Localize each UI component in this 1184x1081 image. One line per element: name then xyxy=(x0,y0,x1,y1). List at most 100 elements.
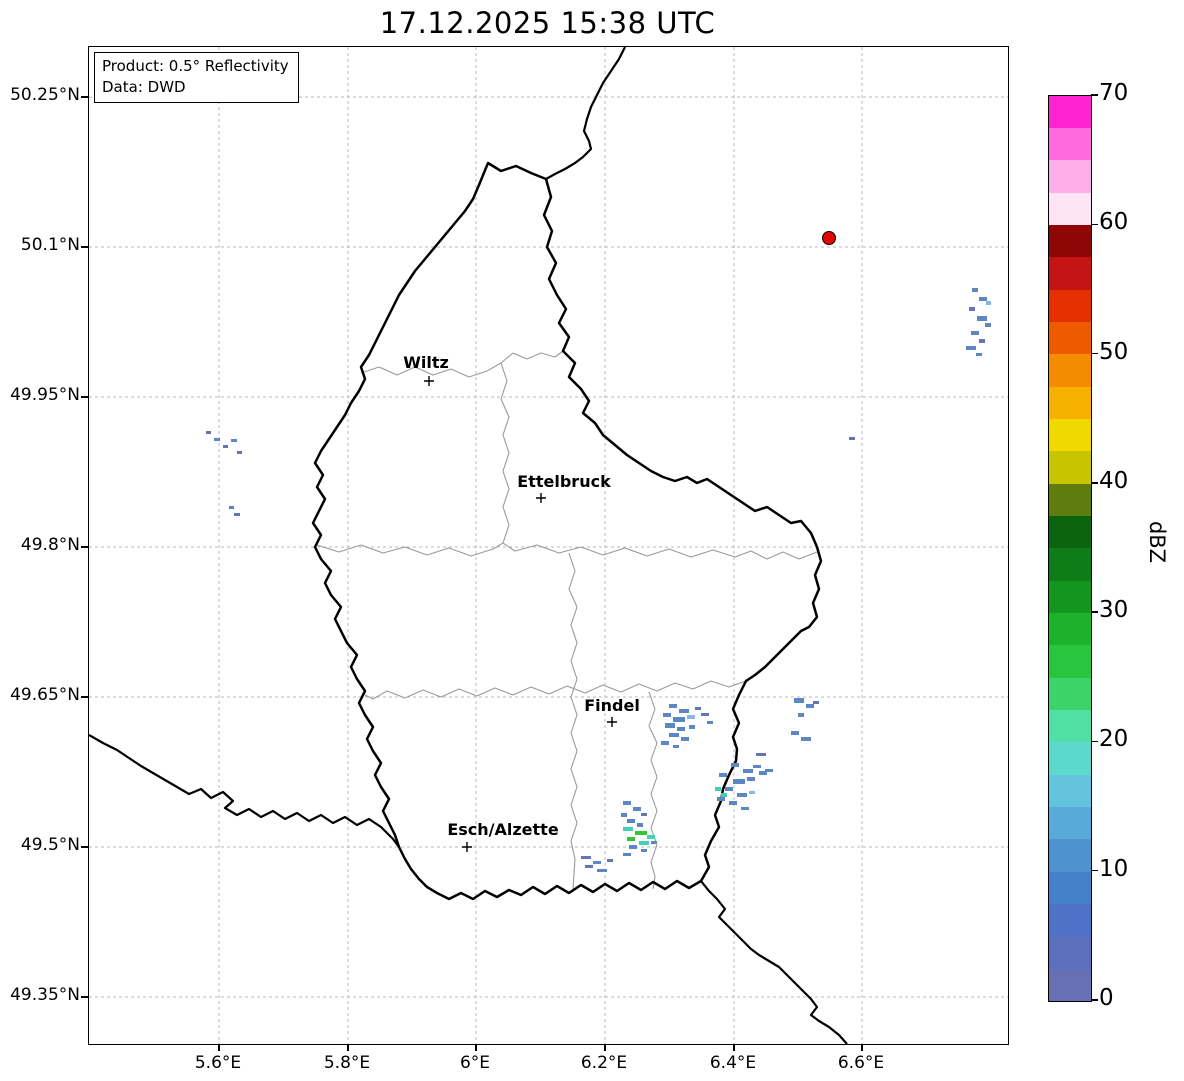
district-border xyxy=(316,542,818,560)
city-marker xyxy=(607,717,617,727)
radar-echo xyxy=(794,698,804,703)
y-tick-mark xyxy=(81,396,88,398)
product-info-line1: Product: 0.5° Reflectivity xyxy=(102,57,289,75)
y-tick-mark xyxy=(81,96,88,98)
y-tick-label: 49.5°N xyxy=(20,835,80,855)
x-tick-label: 5.8°E xyxy=(323,1053,371,1073)
radar-echo xyxy=(639,841,649,845)
colorbar-tick-label: 0 xyxy=(1099,985,1114,1011)
colorbar-tick-mark xyxy=(1091,482,1098,484)
radar-echo xyxy=(623,853,631,856)
colorbar-tick-mark xyxy=(1091,223,1098,226)
y-tick-mark xyxy=(81,996,88,998)
colorbar-segment xyxy=(1049,160,1091,193)
radar-echo xyxy=(597,869,607,872)
radar-echo xyxy=(635,831,647,835)
radar-echo xyxy=(729,801,737,805)
colorbar-segment xyxy=(1049,839,1091,872)
city-label: Esch/Alzette xyxy=(447,820,559,839)
radar-echo xyxy=(679,709,689,713)
y-tick-mark xyxy=(81,846,88,848)
colorbar-segment xyxy=(1049,451,1091,484)
radar-echo xyxy=(641,849,647,852)
colorbar-unit-label: dBZ xyxy=(1145,520,1170,564)
radar-echo xyxy=(979,339,985,343)
radar-echo xyxy=(237,451,242,454)
y-tick-label: 49.65°N xyxy=(10,685,80,705)
radar-echo xyxy=(673,717,685,722)
radar-site-marker xyxy=(822,231,836,245)
radar-echo xyxy=(623,801,631,805)
colorbar-segment xyxy=(1049,257,1091,290)
colorbar-tick-label: 60 xyxy=(1099,209,1129,236)
radar-echo xyxy=(725,787,733,791)
country-border-germany_belgium_north xyxy=(545,47,626,180)
radar-echo xyxy=(681,737,689,741)
colorbar-tick-label: 70 xyxy=(1099,80,1129,106)
colorbar-segment xyxy=(1049,548,1091,581)
radar-echo xyxy=(986,301,991,305)
radar-echo xyxy=(791,731,799,735)
radar-echo xyxy=(717,797,725,801)
city-marker xyxy=(424,376,434,386)
radar-echo xyxy=(665,723,675,728)
colorbar-segment xyxy=(1049,483,1091,517)
colorbar-segment xyxy=(1049,95,1091,129)
radar-echo xyxy=(669,704,677,708)
radar-echo xyxy=(695,707,701,710)
colorbar-segment xyxy=(1049,322,1091,355)
product-info-box: Product: 0.5° Reflectivity Data: DWD xyxy=(94,52,299,103)
radar-echo xyxy=(733,779,745,784)
colorbar-segment xyxy=(1049,580,1091,614)
x-tick-label: 6.2°E xyxy=(580,1053,628,1073)
colorbar-tick-mark xyxy=(1091,352,1098,355)
colorbar-tick-mark xyxy=(1091,94,1098,96)
colorbar-segment xyxy=(1049,904,1091,937)
x-tick-mark xyxy=(733,1045,735,1051)
radar-echo xyxy=(214,438,220,441)
colorbar-segment xyxy=(1049,710,1091,743)
city-label: Ettelbruck xyxy=(517,472,611,491)
radar-echo xyxy=(677,727,685,731)
colorbar-tick-mark xyxy=(1091,869,1098,872)
district-border xyxy=(360,350,564,378)
country-border-france_germany_south xyxy=(700,880,848,1044)
district-border xyxy=(648,691,658,890)
radar-echo xyxy=(673,745,679,748)
radar-echo xyxy=(731,763,739,767)
radar-echo xyxy=(627,837,635,841)
radar-echo xyxy=(801,737,811,741)
radar-echo xyxy=(607,859,613,862)
district-border xyxy=(364,680,747,700)
radar-echo xyxy=(621,813,627,817)
x-tick-label: 5.6°E xyxy=(194,1053,242,1073)
x-tick-mark xyxy=(604,1045,606,1051)
colorbar-tick-label: 40 xyxy=(1099,467,1129,494)
radar-echo xyxy=(756,753,766,756)
radar-echo xyxy=(747,777,755,781)
radar-echo xyxy=(715,787,721,791)
city-label: Wiltz xyxy=(403,353,449,372)
colorbar-segment xyxy=(1049,677,1091,711)
colorbar xyxy=(1048,95,1092,1002)
radar-echo xyxy=(806,704,814,708)
colorbar-segment xyxy=(1049,645,1091,678)
colorbar-tick-label: 10 xyxy=(1099,855,1129,882)
x-tick-mark xyxy=(218,1045,220,1051)
colorbar-segment xyxy=(1049,225,1091,258)
colorbar-segment xyxy=(1049,419,1091,452)
radar-echo xyxy=(798,713,804,717)
radar-echo xyxy=(689,725,695,729)
radar-echo xyxy=(749,791,755,794)
colorbar-tick-mark xyxy=(1091,611,1098,613)
radar-echo xyxy=(234,513,240,516)
colorbar-tick-mark xyxy=(1091,999,1098,1001)
colorbar-segment xyxy=(1049,613,1091,646)
radar-echo xyxy=(737,793,747,797)
radar-echo xyxy=(813,701,819,704)
radar-echo xyxy=(741,807,749,810)
colorbar-tick-label: 20 xyxy=(1099,726,1129,753)
map-plot: Wiltz Ettelbruck Findel Esch/Alzette Produc… xyxy=(88,46,1009,1045)
colorbar-segment xyxy=(1049,807,1091,840)
radar-echo xyxy=(206,431,211,434)
